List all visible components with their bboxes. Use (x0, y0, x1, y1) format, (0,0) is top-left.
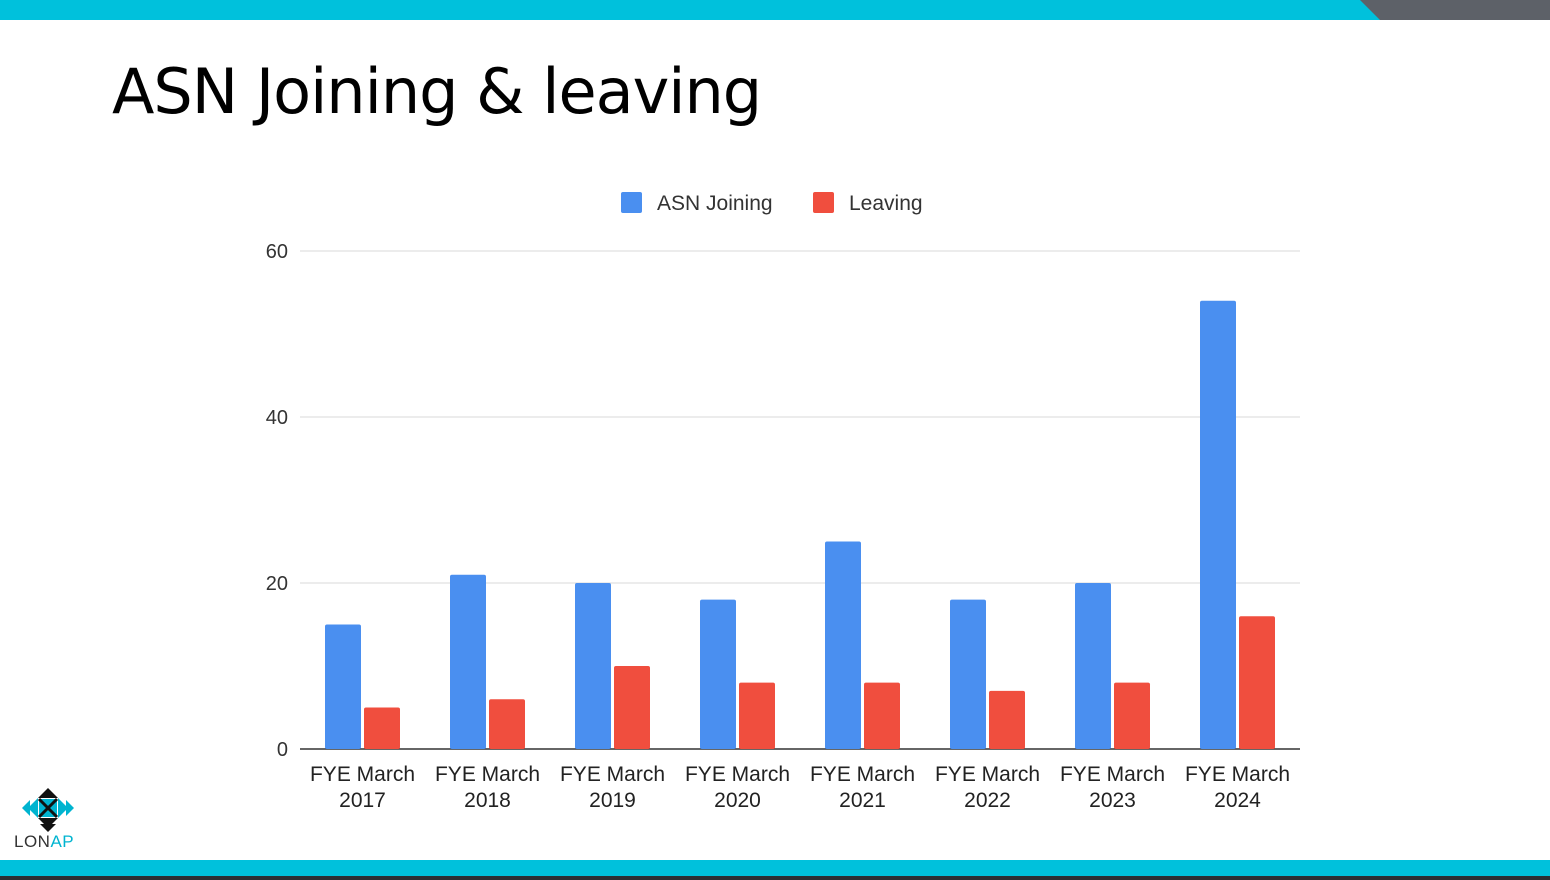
bar-joining (325, 624, 361, 749)
x-tick-label: FYE March 2021 (810, 763, 915, 812)
x-tick-label: FYE March 2017 (310, 763, 415, 812)
x-tick-label-line: FYE March (1060, 763, 1165, 786)
x-tick-label-line: 2018 (464, 789, 511, 812)
y-tick-label: 40 (266, 407, 288, 429)
legend: ASN Joining Leaving (621, 192, 923, 215)
bar-leaving (1114, 682, 1150, 749)
bar-joining (825, 541, 861, 749)
top-corner-bar (1360, 0, 1550, 20)
top-accent-bar (0, 0, 1550, 20)
x-tick-label: FYE March 2022 (935, 763, 1040, 812)
legend-swatch (813, 192, 834, 213)
legend-swatch (621, 192, 642, 213)
y-axis-ticks: 0 20 40 60 (266, 241, 288, 761)
x-tick-label: FYE March 2019 (560, 763, 665, 812)
x-tick-label-line: FYE March (310, 763, 415, 786)
bar-leaving (739, 682, 775, 749)
bar-joining (1075, 583, 1111, 749)
x-tick-label-line: FYE March (560, 763, 665, 786)
x-tick-label-line: 2023 (1089, 789, 1136, 812)
bar-joining (1200, 300, 1236, 749)
bar-leaving (1239, 616, 1275, 749)
x-tick-label-line: 2019 (589, 789, 636, 812)
y-tick-label: 0 (277, 739, 288, 761)
y-tick-label: 60 (266, 241, 288, 263)
x-tick-label-line: 2021 (839, 789, 886, 812)
x-tick-label: FYE March 2023 (1060, 763, 1165, 812)
x-tick-label-line: 2024 (1214, 789, 1261, 812)
logo-text-ap: AP (50, 832, 75, 851)
x-tick-label-line: FYE March (685, 763, 790, 786)
x-tick-label-line: 2020 (714, 789, 761, 812)
x-tick-label: FYE March 2024 (1185, 763, 1290, 812)
x-tick-label-line: 2022 (964, 789, 1011, 812)
y-tick-label: 20 (266, 573, 288, 595)
bar-joining (450, 574, 486, 749)
bottom-dark-strip (0, 876, 1550, 880)
bar-leaving (614, 666, 650, 749)
bottom-accent-bar (0, 860, 1550, 880)
bar-leaving (989, 690, 1025, 749)
x-tick-label-line: 2017 (339, 789, 386, 812)
x-tick-label-line: FYE March (1185, 763, 1290, 786)
legend-label: ASN Joining (657, 192, 773, 215)
x-tick-label-line: FYE March (435, 763, 540, 786)
bar-leaving (864, 682, 900, 749)
logo-text-lon: LON (14, 832, 51, 851)
bar-joining (950, 599, 986, 749)
x-tick-label: FYE March 2018 (435, 763, 540, 812)
lonap-logo-icon (22, 788, 74, 832)
x-tick-label: FYE March 2020 (685, 763, 790, 812)
x-tick-label-line: FYE March (810, 763, 915, 786)
legend-label: Leaving (849, 192, 923, 215)
x-tick-label-line: FYE March (935, 763, 1040, 786)
slide-title: ASN Joining & leaving (112, 55, 762, 128)
bar-leaving (364, 707, 400, 749)
logo-text: LONAP (14, 832, 74, 852)
bar-joining (700, 599, 736, 749)
bar-leaving (489, 699, 525, 749)
bars (325, 300, 1275, 749)
bar-joining (575, 583, 611, 749)
